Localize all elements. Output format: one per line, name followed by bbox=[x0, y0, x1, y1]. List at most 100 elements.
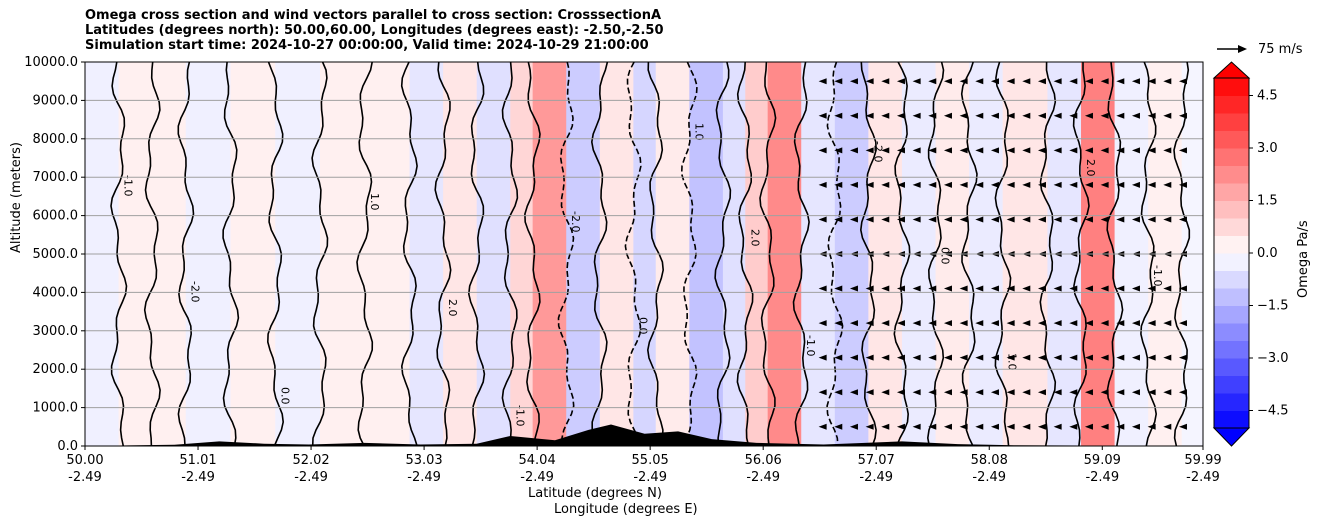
colorbar: 4.5 3.0 1.5 0.0 −1.5 −3.0 −4.5 bbox=[1212, 61, 1289, 447]
wind-vector bbox=[975, 112, 984, 119]
x-tick-label-lon: -2.49 bbox=[520, 470, 554, 485]
contour-label: 1.0 bbox=[368, 193, 381, 211]
wind-vector bbox=[1116, 320, 1125, 327]
colorbar-swatch bbox=[1214, 375, 1249, 394]
wind-vector bbox=[1147, 389, 1156, 396]
wind-vector bbox=[959, 423, 968, 430]
wind-vector bbox=[1178, 147, 1187, 154]
wind-vector bbox=[1053, 216, 1062, 223]
wind-vector bbox=[1178, 112, 1187, 119]
wind-vector bbox=[1069, 354, 1078, 361]
wind-vector bbox=[1084, 320, 1093, 327]
wind-vector bbox=[896, 423, 905, 430]
wind-vector bbox=[943, 112, 952, 119]
wind-vector bbox=[1100, 112, 1109, 119]
wind-vector bbox=[1084, 147, 1093, 154]
y-tick-label: 0.0 bbox=[57, 439, 78, 454]
wind-vector bbox=[1163, 147, 1172, 154]
wind-vector bbox=[1006, 285, 1015, 292]
wind-vector bbox=[865, 320, 874, 327]
wind-vector bbox=[865, 181, 874, 188]
wind-vector bbox=[1022, 78, 1031, 85]
wind-vector bbox=[1022, 285, 1031, 292]
wind-vector bbox=[943, 285, 952, 292]
wind-vector bbox=[1069, 78, 1078, 85]
contour-label: 2.0 bbox=[1084, 159, 1097, 177]
wind-vector bbox=[896, 389, 905, 396]
wind-vector bbox=[881, 320, 890, 327]
wind-vector bbox=[1116, 78, 1125, 85]
x-tick-label-lat: 59.09 bbox=[1084, 453, 1121, 468]
reference-vector bbox=[1217, 45, 1247, 53]
colorbar-extend-min bbox=[1212, 427, 1251, 447]
wind-vector bbox=[1163, 423, 1172, 430]
wind-vector bbox=[1131, 147, 1140, 154]
wind-vector bbox=[1131, 285, 1140, 292]
wind-vector bbox=[912, 354, 921, 361]
x-tick-label-lat: 51.01 bbox=[179, 453, 216, 468]
wind-vector bbox=[1178, 216, 1187, 223]
wind-vector bbox=[1116, 285, 1125, 292]
wind-vector bbox=[990, 112, 999, 119]
y-axis: 0.0 1000.0 2000.0 3000.0 4000.0 5000.0 6000.0 7… bbox=[24, 55, 85, 454]
wind-vector bbox=[865, 216, 874, 223]
wind-vector bbox=[928, 112, 937, 119]
contour-label: 2.0 bbox=[446, 299, 459, 317]
wind-vector bbox=[849, 389, 858, 396]
wind-vector bbox=[990, 423, 999, 430]
wind-vector bbox=[896, 285, 905, 292]
wind-vector bbox=[912, 112, 921, 119]
wind-vector bbox=[1006, 147, 1015, 154]
wind-vector bbox=[834, 147, 843, 154]
wind-vector bbox=[975, 285, 984, 292]
wind-vector bbox=[1037, 320, 1046, 327]
wind-vector bbox=[818, 285, 827, 292]
wind-vector bbox=[1147, 285, 1156, 292]
wind-vector bbox=[975, 78, 984, 85]
wind-vector bbox=[928, 354, 937, 361]
wind-vector bbox=[975, 354, 984, 361]
wind-vector bbox=[1163, 320, 1172, 327]
wind-vector bbox=[1022, 354, 1031, 361]
wind-vector bbox=[849, 285, 858, 292]
colorbar-extend-max bbox=[1212, 61, 1251, 79]
wind-vector bbox=[943, 147, 952, 154]
wind-vector bbox=[818, 320, 827, 327]
wind-vector bbox=[1053, 320, 1062, 327]
colorbar-tick-label: −3.0 bbox=[1257, 351, 1289, 366]
wind-vector bbox=[834, 78, 843, 85]
y-tick-label: 4000.0 bbox=[33, 285, 79, 300]
wind-vector bbox=[1069, 181, 1078, 188]
wind-vector bbox=[943, 423, 952, 430]
wind-vector bbox=[1006, 389, 1015, 396]
wind-vector bbox=[959, 181, 968, 188]
wind-vector bbox=[1053, 389, 1062, 396]
wind-vector bbox=[818, 389, 827, 396]
x-tick-label-lon: -2.49 bbox=[746, 470, 780, 485]
wind-vector bbox=[881, 354, 890, 361]
wind-vector bbox=[1084, 354, 1093, 361]
x-tick-label-lat: 55.05 bbox=[632, 453, 669, 468]
wind-vector bbox=[1022, 216, 1031, 223]
wind-vector bbox=[818, 354, 827, 361]
colorbar-tick-label: 0.0 bbox=[1257, 246, 1278, 261]
wind-vector bbox=[1069, 112, 1078, 119]
wind-vector bbox=[1116, 389, 1125, 396]
wind-vector bbox=[912, 285, 921, 292]
wind-vector bbox=[928, 423, 937, 430]
y-tick-label: 8000.0 bbox=[33, 132, 79, 147]
y-tick-label: 5000.0 bbox=[33, 247, 79, 262]
wind-vector bbox=[896, 112, 905, 119]
wind-vector bbox=[1116, 216, 1125, 223]
wind-vector bbox=[959, 216, 968, 223]
wind-vector bbox=[1053, 285, 1062, 292]
wind-vector bbox=[959, 78, 968, 85]
wind-vector bbox=[881, 112, 890, 119]
colorbar-swatch bbox=[1214, 235, 1249, 254]
reference-arrow-head bbox=[1238, 45, 1247, 53]
wind-vector bbox=[928, 389, 937, 396]
wind-vector bbox=[818, 181, 827, 188]
wind-vector bbox=[912, 78, 921, 85]
terrain bbox=[85, 424, 1203, 446]
